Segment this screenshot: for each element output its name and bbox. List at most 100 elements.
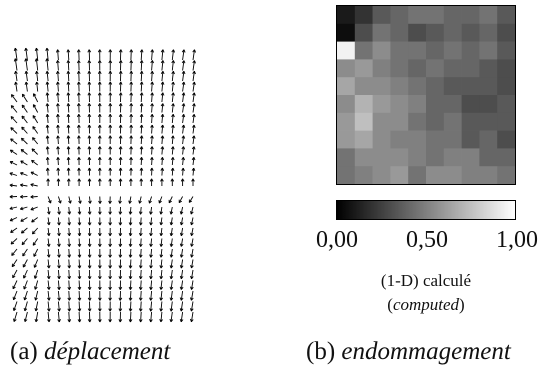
vector-arrow-segment (46, 113, 50, 117)
heatmap-cell (337, 6, 356, 25)
vector-arrow-segment (128, 243, 131, 247)
vector-arrow-segment (118, 286, 121, 290)
vector-arrow-segment (87, 254, 91, 258)
vector-arrow-segment (192, 49, 195, 61)
vector-arrow-segment (77, 276, 80, 280)
vector-arrow-segment (120, 92, 123, 96)
vector-arrow-segment (118, 265, 121, 269)
vector-arrow-segment (129, 259, 132, 269)
vector-arrow-segment (21, 115, 25, 118)
vector-arrow-segment (141, 167, 144, 171)
vector-arrow-segment (78, 206, 81, 215)
colorbar-tick-mid: 0,50 (406, 227, 448, 253)
vector-arrow-segment (88, 146, 92, 150)
vector-arrow-segment (11, 248, 18, 256)
vector-arrow-segment (180, 227, 184, 236)
colorbar-tick-min: 0,00 (316, 227, 358, 253)
vector-arrow-segment (150, 238, 153, 247)
vector-arrow-segment (193, 167, 196, 171)
vector-arrow-segment (22, 93, 26, 96)
vector-arrow-segment (172, 157, 175, 161)
heatmap-cell (443, 130, 462, 149)
heatmap-cell (354, 130, 373, 149)
vector-arrow-segment (171, 49, 174, 61)
vector-arrow-segment (108, 200, 111, 204)
vector-arrow-segment (130, 60, 134, 64)
vector-arrow-segment (173, 49, 176, 53)
vector-arrow-segment (57, 196, 62, 204)
heatmap-cell (426, 112, 445, 131)
vector-arrow-segment (130, 81, 134, 85)
vector-arrow-segment (183, 146, 186, 150)
vector-arrow-segment (57, 217, 60, 226)
vector-arrow-segment (20, 230, 23, 234)
vector-arrow-segment (68, 217, 70, 226)
vector-arrow-segment (140, 114, 143, 124)
vector-arrow-segment (140, 206, 142, 215)
vector-arrow-segment (24, 311, 28, 322)
vector-arrow-segment (151, 167, 154, 171)
vector-arrow-segment (140, 301, 142, 312)
vector-arrow-segment (31, 148, 36, 151)
vector-arrow-segment (11, 94, 15, 97)
vector-arrow-segment (190, 290, 194, 301)
vector-arrow-segment (25, 70, 29, 74)
heatmap-cell (372, 95, 391, 114)
vector-arrow-segment (57, 81, 60, 85)
heatmap-cell (337, 130, 356, 149)
vector-arrow-segment (25, 48, 28, 61)
vector-arrow-segment (170, 217, 173, 226)
vector-arrow-segment (162, 49, 165, 53)
vector-arrow-segment (14, 47, 18, 51)
vector-arrow-segment (78, 290, 81, 301)
vector-arrow-segment (192, 124, 195, 134)
vector-arrow-segment (25, 81, 29, 85)
heatmap-cell (408, 166, 427, 184)
vector-arrow-segment (31, 217, 38, 223)
vector-arrow-segment (149, 211, 152, 215)
vector-arrow-segment (88, 81, 92, 85)
vector-arrow-segment (193, 114, 196, 118)
vector-arrow-segment (108, 254, 111, 258)
vector-arrow-segment (128, 232, 131, 237)
vector-arrow-segment (30, 206, 38, 211)
vector-arrow-segment (10, 138, 14, 140)
vector-arrow-segment (128, 222, 131, 226)
vector-arrow-segment (88, 157, 92, 161)
vector-arrow-segment (57, 124, 60, 128)
vector-arrow-segment (57, 71, 59, 82)
vector-arrow-segment (168, 196, 173, 204)
vector-arrow-segment (151, 146, 154, 150)
vector-arrow-segment (140, 227, 142, 236)
vector-arrow-segment (141, 81, 144, 85)
vector-arrow-segment (179, 211, 182, 215)
vector-arrow-segment (48, 200, 51, 204)
vector-arrow-segment (129, 206, 132, 215)
vector-arrow-segment (67, 71, 70, 82)
vector-arrow-segment (162, 124, 165, 128)
vector-arrow-segment (88, 124, 92, 128)
vector-arrow-segment (98, 276, 101, 280)
vector-arrow-segment (172, 135, 175, 139)
vector-arrow-segment (109, 70, 113, 75)
vector-arrow-segment (57, 290, 60, 301)
vector-arrow-segment (67, 114, 70, 124)
vector-arrow-segment (161, 114, 164, 124)
heatmap-cell (354, 23, 373, 42)
vector-arrow-segment (58, 178, 61, 182)
heatmap-cell (354, 95, 373, 114)
vector-arrow-segment (194, 60, 196, 64)
heatmap-cell (408, 112, 427, 131)
vector-arrow-segment (140, 92, 143, 103)
vector-arrow-segment (68, 206, 70, 215)
heatmap-cell (390, 41, 409, 60)
vector-arrow-segment (180, 290, 184, 301)
vector-arrow-segment (78, 135, 81, 139)
vector-arrow-segment (192, 168, 195, 176)
vector-arrow-segment (120, 49, 123, 53)
vector-arrow-segment (194, 49, 197, 53)
vector-arrow-segment (193, 157, 196, 161)
vector-arrow-segment (36, 81, 39, 85)
heatmap-cell (390, 166, 409, 184)
vector-arrow-segment (120, 157, 123, 161)
